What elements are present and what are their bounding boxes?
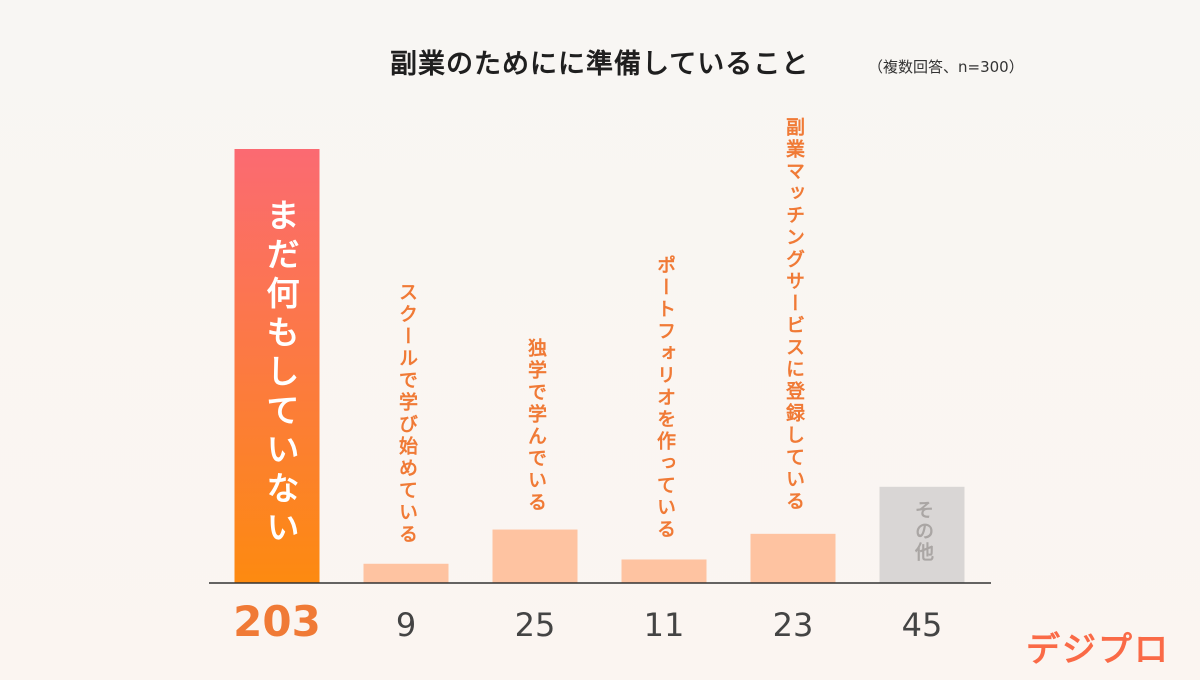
chart-title: 副業のためにに準備していること [390, 49, 810, 80]
brand-logo: デジプロ [1026, 630, 1170, 670]
bar-0 [234, 149, 320, 583]
value-label-5: 45 [902, 606, 943, 644]
category-label-5: その他 [912, 500, 934, 563]
category-label-2: 独学で学んでいる [525, 337, 547, 514]
value-label-2: 25 [515, 606, 556, 644]
category-label-4: 副業マッチングサービスに登録している [783, 116, 805, 513]
category-label-0: まだ何もしていない [261, 198, 300, 549]
value-label-3: 11 [644, 606, 685, 644]
bar-3 [621, 559, 707, 583]
category-label-3: ポートフォリオを作っている [654, 254, 676, 541]
bar-4 [750, 533, 836, 583]
value-label-0: 203 [233, 597, 321, 646]
value-label-1: 9 [396, 606, 416, 644]
value-label-4: 23 [773, 606, 814, 644]
bar-2 [492, 529, 578, 583]
category-label-1: スクールで学び始めている [396, 281, 418, 546]
sample-note: （複数回答、n=300） [868, 58, 1024, 76]
bar-5 [879, 486, 965, 583]
bar-1 [363, 563, 449, 583]
